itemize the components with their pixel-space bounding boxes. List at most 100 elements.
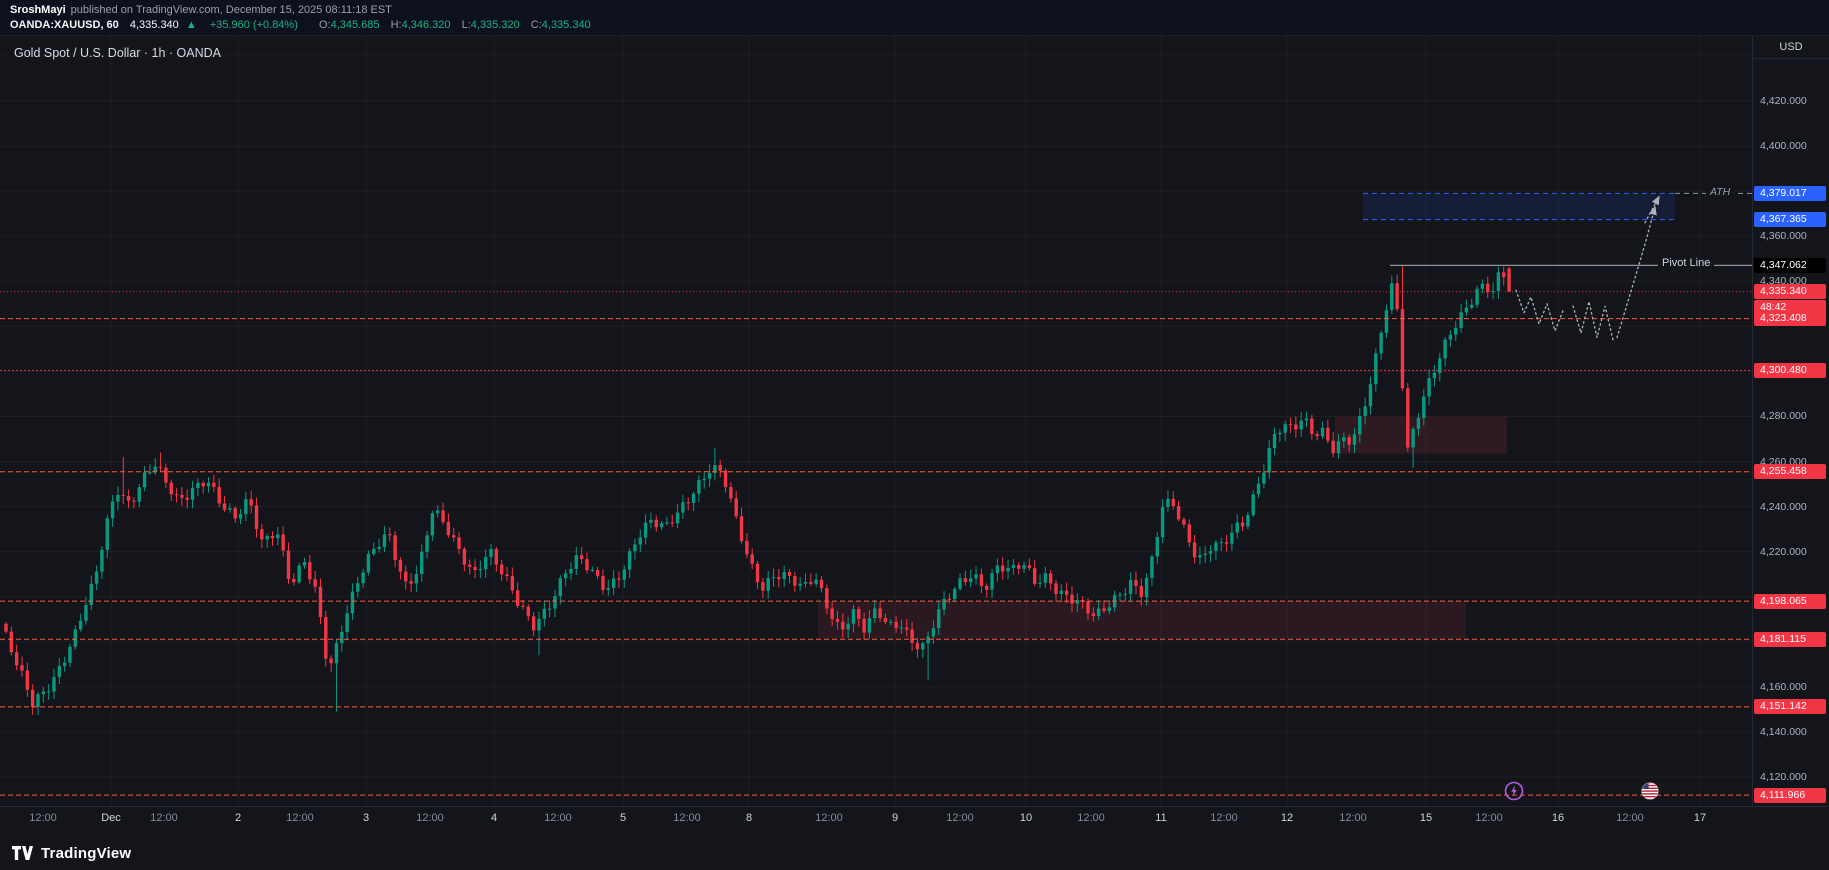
tradingview-logo-icon[interactable]: [12, 845, 34, 861]
candle-body: [201, 482, 205, 487]
candle-body: [84, 604, 88, 621]
candle-body: [409, 581, 413, 584]
candle-body: [1091, 613, 1096, 617]
candle-body: [793, 575, 797, 586]
candle-body: [1203, 553, 1207, 556]
time-axis-label: 2: [234, 812, 242, 824]
lightning-event-icon[interactable]: [1504, 781, 1524, 801]
author-name[interactable]: SroshMayi: [10, 4, 66, 16]
candle-body: [553, 596, 557, 609]
time-axis-label: 4: [490, 812, 498, 824]
candle-body: [883, 618, 888, 623]
projection-arrow-ath[interactable]: [1644, 195, 1660, 224]
candle-body: [105, 518, 109, 550]
candle-body: [921, 643, 925, 650]
candle-body: [819, 579, 824, 589]
candle-body: [862, 618, 866, 633]
candle-body: [25, 670, 30, 690]
price-level-label: 4,379.017: [1754, 185, 1826, 201]
candle-body: [1288, 424, 1293, 426]
pivot-line-annotation[interactable]: Pivot Line: [1658, 257, 1715, 270]
candle-body: [1454, 327, 1458, 335]
candle-body: [1187, 524, 1191, 543]
price-axis[interactable]: USD 4,420.000 4,400.000 4,360.000 4,340.000…: [1752, 36, 1829, 806]
time-axis[interactable]: 12:00 Dec 12:00 2 12:00 3 12:00 4 12:00 5 12:00 8 12…: [0, 806, 1829, 837]
chart-legend[interactable]: Gold Spot / U.S. Dollar · 1h · OANDA: [14, 46, 222, 60]
projection-zigzag[interactable]: [1515, 289, 1564, 333]
candle-body: [1475, 288, 1479, 305]
price-tick-label: 4,220.000: [1760, 545, 1807, 558]
price-level-label: 4,300.480: [1754, 362, 1826, 378]
ath-annotation[interactable]: ATH: [1706, 186, 1735, 199]
candle-body: [979, 574, 984, 586]
candle-body: [809, 581, 813, 584]
candle-body: [1283, 424, 1287, 433]
time-axis-label: 17: [1693, 812, 1707, 824]
candle-body: [505, 574, 509, 577]
candle-body: [1496, 272, 1501, 292]
candle-body: [537, 618, 541, 631]
candle-body: [942, 598, 946, 610]
candle-body: [846, 623, 850, 630]
candle-body: [334, 643, 339, 664]
candle-body: [1347, 437, 1351, 445]
candle-body: [366, 553, 371, 573]
candle-body: [228, 508, 232, 510]
candle-body: [627, 551, 632, 570]
candle-body: [329, 658, 333, 664]
candle-body: [542, 608, 547, 619]
projection-zigzag[interactable]: [1572, 301, 1614, 341]
candle-body: [1299, 420, 1303, 430]
us-flag-event-icon[interactable]: [1641, 782, 1661, 802]
time-axis-label: 12:00: [946, 812, 974, 824]
candle-body: [910, 629, 914, 643]
candle-body: [148, 472, 152, 474]
publish-text: published on TradingView.com, December 1…: [70, 4, 392, 16]
candle-body: [1294, 424, 1298, 430]
brand-name[interactable]: TradingView: [41, 844, 132, 862]
candle-body: [478, 569, 483, 571]
ath-target-zone[interactable]: [1363, 193, 1675, 220]
demand-zone-lower[interactable]: [818, 601, 1466, 640]
candle-body: [990, 573, 994, 590]
candle-body: [803, 581, 808, 584]
candle-body: [633, 544, 637, 552]
candle-body: [691, 493, 696, 503]
candle-body: [1416, 417, 1421, 429]
candle-body: [547, 608, 552, 610]
candle-body: [1448, 334, 1453, 340]
candle-body: [1139, 585, 1143, 598]
candle-body: [899, 627, 904, 629]
candle-body: [857, 609, 861, 619]
projection-arrow-up[interactable]: [1616, 205, 1657, 339]
candle-body: [825, 588, 829, 609]
candlestick-chart-canvas[interactable]: [0, 36, 1829, 836]
price-tick-label: 4,120.000: [1760, 770, 1807, 783]
candle-body: [1166, 498, 1170, 508]
candle-body: [1358, 416, 1362, 435]
time-axis-label: 12:00: [1210, 812, 1238, 824]
candle-body: [1086, 601, 1090, 614]
symbol-title[interactable]: OANDA:XAUUSD, 60: [10, 19, 119, 31]
candle-body: [1246, 515, 1250, 527]
candle-body: [745, 540, 749, 555]
time-axis-label: 12:00: [673, 812, 701, 824]
candle-body: [670, 522, 674, 524]
time-axis-label: 12:00: [1077, 812, 1105, 824]
axis-currency-label[interactable]: USD: [1753, 36, 1829, 59]
candle-body: [457, 537, 461, 549]
candle-body: [372, 548, 376, 554]
candle-body: [1192, 542, 1197, 558]
candle-body: [94, 571, 99, 584]
demand-zone-upper[interactable]: [1335, 416, 1507, 454]
time-axis-label: 16: [1551, 812, 1565, 824]
candle-body: [1262, 472, 1266, 484]
candle-body: [835, 619, 840, 622]
candle-body: [1096, 608, 1101, 617]
time-axis-label: 10: [1019, 812, 1033, 824]
candle-body: [1256, 483, 1261, 495]
candle-body: [377, 546, 381, 549]
candle-body: [313, 579, 317, 587]
close-value: 4,335.340: [541, 19, 591, 31]
open-label: O:: [318, 19, 331, 31]
